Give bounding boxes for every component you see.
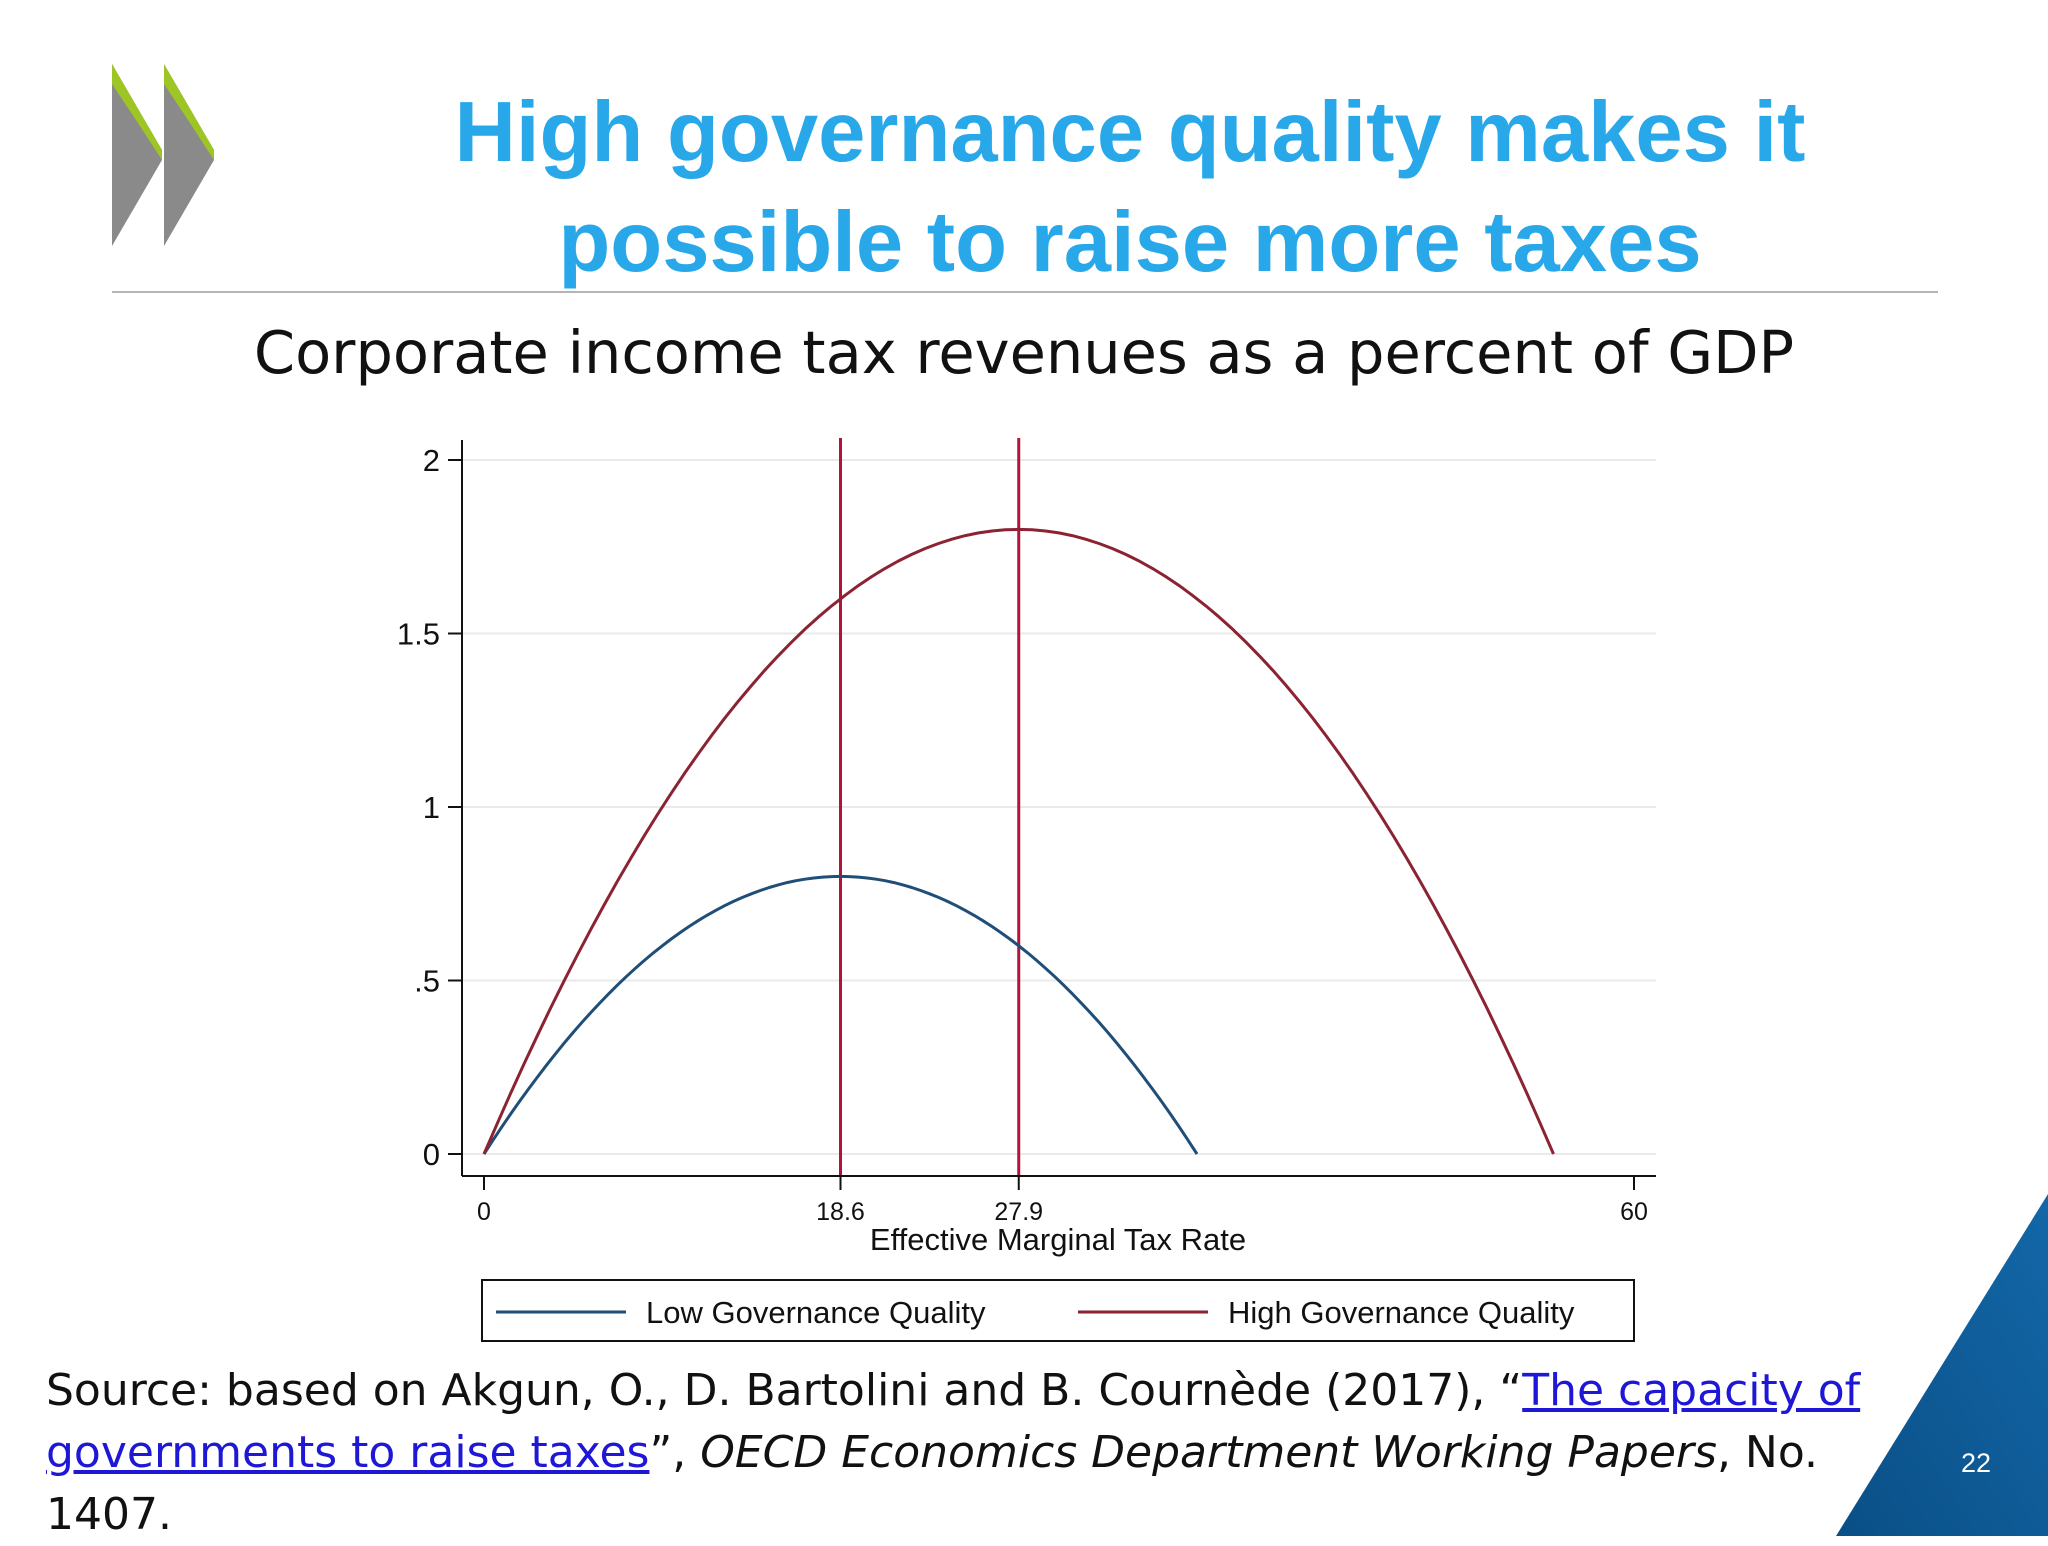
y-tick-label-3: 1.5 (397, 617, 440, 652)
logo-chevron-left-icon (112, 64, 162, 246)
chart-axes: 0 .5 1 1.5 2 0 18.6 27.9 60 (397, 440, 1656, 1226)
chart-reference-lines (839, 438, 1021, 1176)
page-number: 22 (1960, 1448, 1992, 1478)
legend-label-0: Low Governance Quality (646, 1295, 986, 1330)
logo-chevron-right-icon (164, 64, 214, 246)
legend-label-1: High Governance Quality (1228, 1295, 1575, 1330)
y-tick-label-1: .5 (414, 964, 440, 999)
y-tick-label-0: 0 (423, 1137, 440, 1172)
x-tick-label-2: 27.9 (994, 1198, 1043, 1226)
series-line-1 (482, 527, 1555, 1155)
source-middle: ”, (649, 1427, 701, 1478)
source-link[interactable]: The capacity of governments to raise tax… (46, 1365, 1861, 1478)
legend-box (481, 1279, 1635, 1342)
chart-gridlines (462, 440, 1656, 1155)
chart-subtitle: Corporate income tax revenues as a perce… (253, 318, 1795, 387)
oecd-logo-icon (112, 64, 214, 246)
logo-chevron-left-accent (112, 64, 162, 160)
source-prefix: Source: based on Akgun, O., D. Bartolini… (46, 1365, 1523, 1416)
y-tick-label-4: 2 (423, 443, 440, 478)
chart: 0 .5 1 1.5 2 0 18.6 27.9 60 Effective Marginal T… (397, 438, 1656, 1342)
chart-series (482, 527, 1555, 1155)
x-tick-label-3: 60 (1620, 1198, 1648, 1226)
source-suffix: , No. 1407. (46, 1427, 1818, 1540)
series-line-0 (482, 874, 1199, 1155)
slide-title-line-1: High governance quality makes it (454, 85, 1806, 180)
title-divider (112, 291, 1938, 293)
source-publication: OECD Economics Department Working Papers (700, 1427, 1717, 1478)
chart-legend: Low Governance Quality High Governance Qu… (481, 1279, 1635, 1342)
slide-title: High governance quality makes it possibl… (360, 78, 1900, 298)
logo-chevron-right-accent (164, 64, 214, 160)
x-tick-label-0: 0 (477, 1198, 491, 1226)
source-citation: Source: based on Akgun, O., D. Bartolini… (46, 1360, 1886, 1546)
y-tick-label-2: 1 (423, 790, 440, 825)
plot-area (462, 440, 1656, 1154)
slide-title-line-2: possible to raise more taxes (558, 195, 1702, 290)
x-axis-title: Effective Marginal Tax Rate (870, 1222, 1246, 1257)
x-tick-label-1: 18.6 (816, 1198, 865, 1226)
